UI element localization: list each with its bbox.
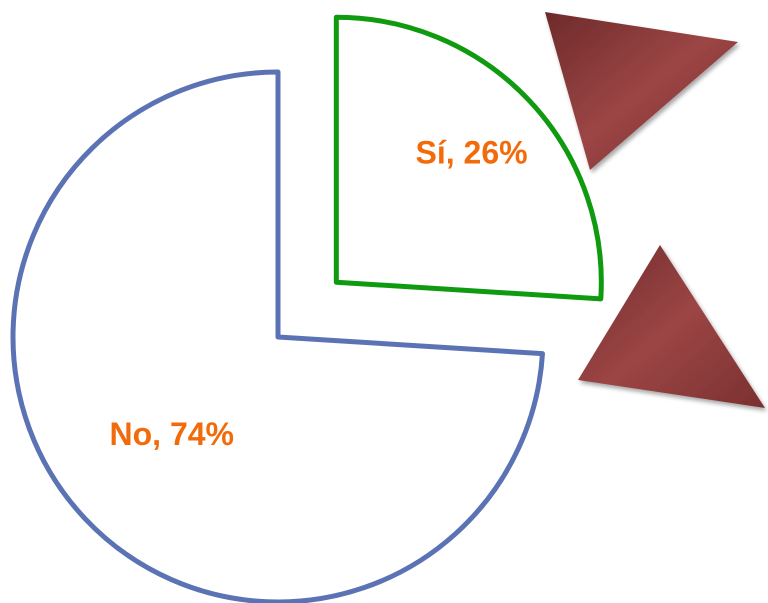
decorative-triangle (545, 12, 738, 170)
slice-label: No, 74% (110, 416, 234, 452)
pie-slice (333, 14, 604, 302)
decorative-triangle (578, 245, 765, 408)
pie-slice (10, 69, 545, 603)
slice-label: Sí, 26% (416, 135, 528, 171)
